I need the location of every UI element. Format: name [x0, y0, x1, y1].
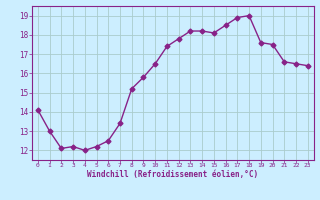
X-axis label: Windchill (Refroidissement éolien,°C): Windchill (Refroidissement éolien,°C) — [87, 170, 258, 179]
